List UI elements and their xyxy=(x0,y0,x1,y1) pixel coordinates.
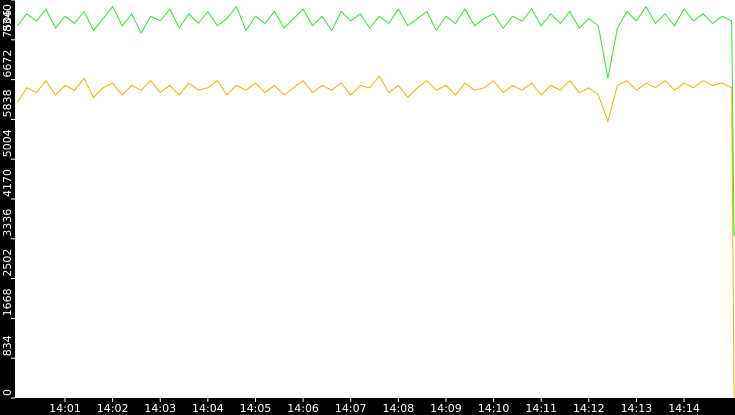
x-tick-label: 14:03 xyxy=(144,402,176,415)
x-tick-label: 14:13 xyxy=(621,402,653,415)
plot-area xyxy=(15,0,735,398)
series-line xyxy=(16,5,735,236)
y-tick-label: 5838 xyxy=(1,89,14,117)
y-tick-label: 8340 xyxy=(1,4,14,32)
x-tick-label: 14:02 xyxy=(97,402,129,415)
y-tick-label: 1668 xyxy=(1,288,14,316)
x-tick-label: 14:07 xyxy=(335,402,367,415)
x-tick-label: 14:06 xyxy=(287,402,319,415)
y-tick-label: 7506 xyxy=(1,10,14,38)
x-tick-label: 14:14 xyxy=(668,402,700,415)
y-tick-label: 6672 xyxy=(1,50,14,78)
y-tick-label: 2502 xyxy=(1,249,14,277)
x-tick-label: 14:01 xyxy=(49,402,81,415)
x-tick-label: 14:10 xyxy=(478,402,510,415)
x-tick-label: 14:11 xyxy=(525,402,557,415)
y-tick-label: 834 xyxy=(1,335,14,356)
y-tick-label: 4170 xyxy=(1,169,14,197)
y-tick-label: 5004 xyxy=(1,129,14,157)
x-tick-label: 14:04 xyxy=(192,402,224,415)
y-tick-label: 0 xyxy=(1,389,14,396)
x-tick-label: 14:09 xyxy=(430,402,462,415)
x-tick-label: 14:08 xyxy=(382,402,414,415)
x-tick-label: 14:05 xyxy=(240,402,272,415)
series-line xyxy=(16,74,735,399)
x-tick-label: 14:12 xyxy=(573,402,605,415)
y-tick-label: 3336 xyxy=(1,209,14,237)
